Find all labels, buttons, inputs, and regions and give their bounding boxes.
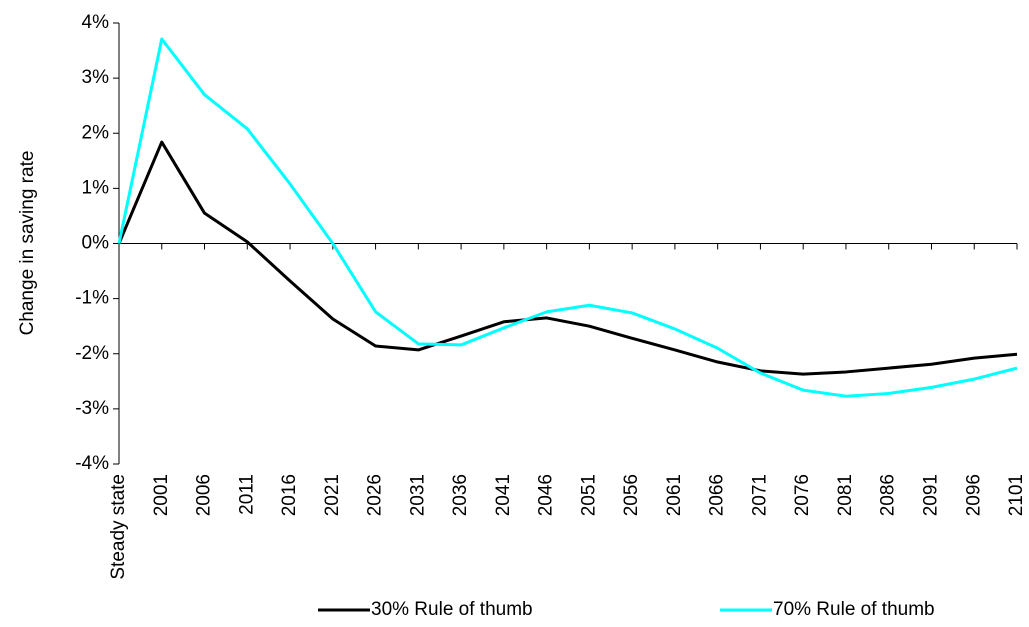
x-tick-label: 2061 — [664, 474, 685, 516]
x-tick-label: 2036 — [450, 474, 471, 516]
x-tick-label: 2066 — [707, 474, 728, 516]
x-tick-label: 2046 — [536, 474, 557, 516]
y-tick-label: 1% — [82, 177, 110, 198]
y-tick-label: 0% — [82, 233, 110, 254]
y-tick-label: -2% — [75, 343, 109, 364]
x-tick-label: 2056 — [621, 474, 642, 516]
x-tick-label: 2021 — [322, 474, 343, 516]
y-axis-label: Change in saving rate — [17, 151, 38, 336]
y-tick-label: 3% — [82, 67, 110, 88]
y-tick-label: -3% — [75, 398, 109, 419]
x-tick-label: Steady state — [108, 474, 129, 580]
legend-label: 70% Rule of thumb — [773, 599, 935, 620]
x-tick-label: 2091 — [920, 474, 941, 516]
x-tick-label: 2081 — [835, 474, 856, 516]
x-tick-label: 2001 — [151, 474, 172, 516]
x-tick-label: 2096 — [963, 474, 984, 516]
x-tick-label: 2006 — [194, 474, 215, 516]
y-tick-label: 2% — [82, 122, 110, 143]
x-tick-label: 2071 — [749, 474, 770, 516]
series-line — [117, 140, 1018, 376]
x-tick-label: 2016 — [279, 474, 300, 516]
x-tick-label: 2101 — [1006, 474, 1027, 516]
y-tick-label: -4% — [75, 453, 109, 474]
series-line — [117, 37, 1018, 398]
x-tick-label: 2011 — [236, 474, 257, 515]
y-tick-label: -1% — [75, 288, 109, 309]
x-tick-label: 2076 — [792, 474, 813, 516]
y-tick-label: 4% — [82, 12, 110, 33]
x-tick-label: 2051 — [578, 474, 599, 516]
x-tick-label: 2031 — [407, 474, 428, 516]
x-tick-label: 2041 — [493, 474, 514, 516]
x-tick-label: 2086 — [878, 474, 899, 516]
legend-label: 30% Rule of thumb — [371, 599, 533, 620]
x-tick-label: 2026 — [365, 474, 386, 516]
